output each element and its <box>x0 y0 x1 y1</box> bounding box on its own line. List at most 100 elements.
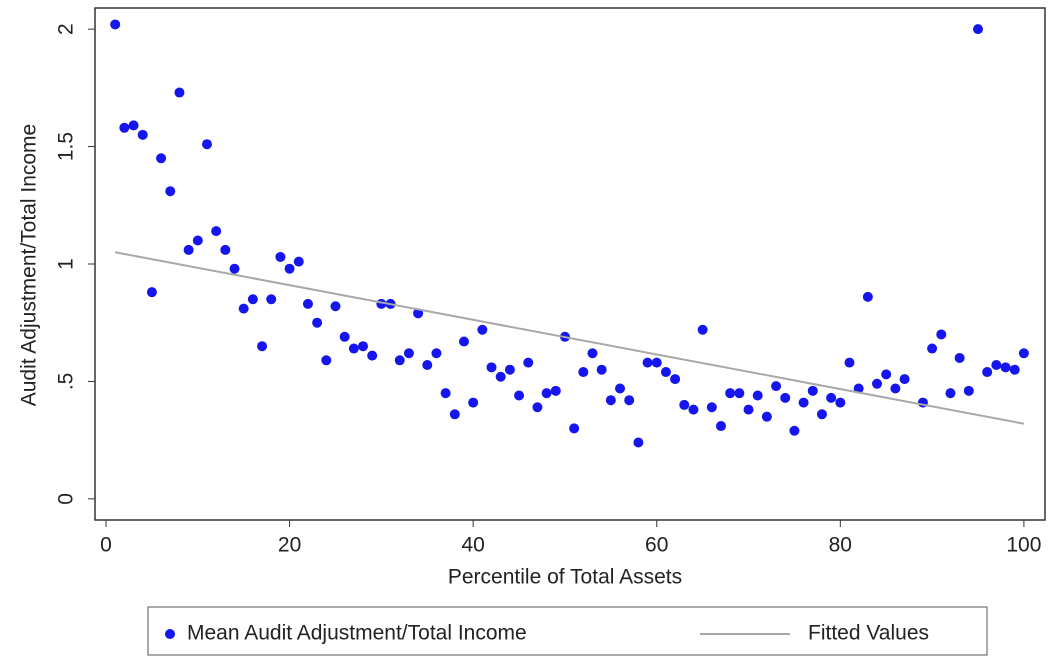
y-tick-label: 1 <box>55 258 78 270</box>
data-point <box>927 343 938 354</box>
data-point <box>862 291 873 302</box>
data-point <box>532 402 543 413</box>
data-point <box>771 381 782 392</box>
data-point <box>936 329 947 340</box>
data-point <box>853 383 864 394</box>
data-point <box>780 392 791 403</box>
x-tick-label: 0 <box>100 534 112 557</box>
x-tick-label: 40 <box>461 534 484 557</box>
data-point <box>624 395 635 406</box>
data-point <box>468 397 479 408</box>
data-point <box>458 336 469 347</box>
data-point <box>110 19 121 30</box>
legend-label: Mean Audit Adjustment/Total Income <box>187 622 527 645</box>
data-point <box>715 421 726 432</box>
data-point <box>128 120 139 131</box>
fitted-line <box>115 251 1025 425</box>
x-tick-label: 100 <box>1006 534 1041 557</box>
data-point <box>440 388 451 399</box>
data-point <box>578 367 589 378</box>
x-tick-label: 20 <box>278 534 301 557</box>
data-point <box>449 409 460 420</box>
data-point <box>504 364 515 375</box>
data-point <box>679 399 690 410</box>
data-point <box>1000 362 1011 373</box>
data-point <box>192 235 203 246</box>
data-point <box>798 397 809 408</box>
data-point <box>633 437 644 448</box>
data-point <box>789 425 800 436</box>
data-point <box>835 397 846 408</box>
data-point <box>339 331 350 342</box>
data-point <box>872 378 883 389</box>
data-point <box>422 359 433 370</box>
data-point <box>972 24 983 35</box>
data-point <box>826 392 837 403</box>
data-point <box>615 383 626 394</box>
data-point <box>284 263 295 274</box>
data-point <box>403 348 414 359</box>
data-point <box>991 359 1002 370</box>
data-point <box>816 409 827 420</box>
data-point <box>183 244 194 255</box>
data-point <box>431 348 442 359</box>
data-point <box>174 87 185 98</box>
data-point <box>605 395 616 406</box>
data-point <box>523 357 534 368</box>
data-point <box>312 317 323 328</box>
data-point <box>890 383 901 394</box>
y-tick-label: 2 <box>55 23 78 35</box>
data-point <box>706 402 717 413</box>
legend-label: Fitted Values <box>808 622 929 645</box>
data-point <box>302 298 313 309</box>
data-point <box>211 226 222 237</box>
data-point <box>660 367 671 378</box>
data-point <box>229 263 240 274</box>
data-point <box>146 287 157 298</box>
data-point <box>844 357 855 368</box>
data-point <box>238 303 249 314</box>
data-point <box>550 385 561 396</box>
data-point <box>541 388 552 399</box>
x-axis-title: Percentile of Total Assets <box>448 566 682 589</box>
data-point <box>1009 364 1020 375</box>
data-point <box>881 369 892 380</box>
data-point <box>266 294 277 305</box>
data-point <box>358 341 369 352</box>
data-point <box>963 385 974 396</box>
y-tick-label: 0 <box>55 493 78 505</box>
data-point <box>697 324 708 335</box>
data-point <box>569 423 580 434</box>
data-point <box>807 385 818 396</box>
y-axis-title: Audit Adjustment/Total Income <box>18 124 41 407</box>
data-point <box>752 390 763 401</box>
data-point <box>367 350 378 361</box>
data-point <box>587 348 598 359</box>
y-tick-label: 1.5 <box>55 132 78 161</box>
data-point <box>247 294 258 305</box>
data-point <box>954 352 965 363</box>
data-point <box>486 362 497 373</box>
data-point <box>119 122 130 133</box>
data-point <box>495 371 506 382</box>
data-point <box>899 374 910 385</box>
data-point <box>688 404 699 415</box>
data-point <box>348 343 359 354</box>
data-point <box>165 186 176 197</box>
data-point <box>725 388 736 399</box>
legend-swatch <box>165 629 175 639</box>
plot-frame <box>94 7 1046 521</box>
data-point <box>275 251 286 262</box>
data-point <box>257 341 268 352</box>
data-point <box>945 388 956 399</box>
y-tick-label: .5 <box>55 373 78 391</box>
data-point <box>982 367 993 378</box>
data-point <box>201 139 212 150</box>
data-point <box>293 256 304 267</box>
data-point <box>670 374 681 385</box>
data-point <box>651 357 662 368</box>
data-point <box>1018 348 1029 359</box>
data-point <box>761 411 772 422</box>
data-point <box>734 388 745 399</box>
